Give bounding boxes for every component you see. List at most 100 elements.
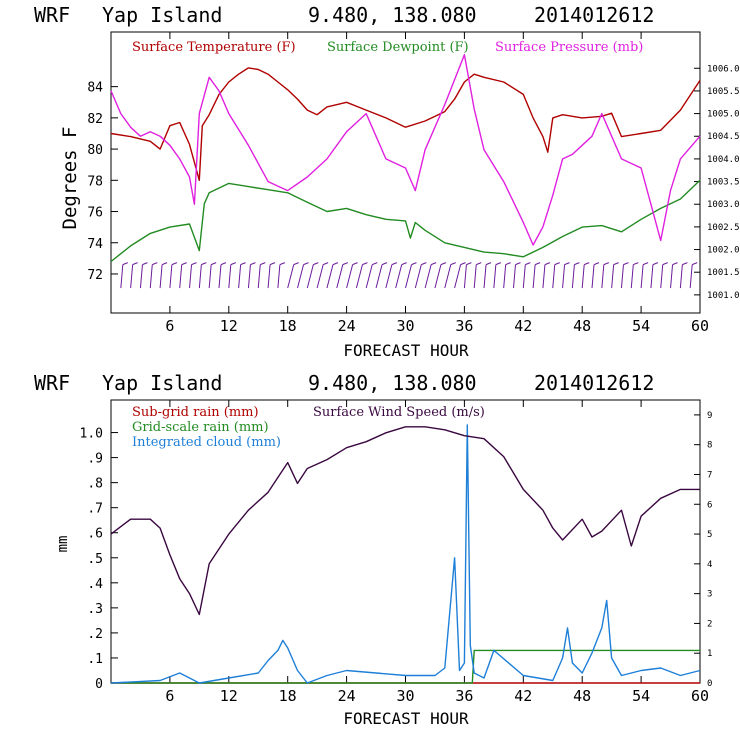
- top-wind-barb-flag-41: [515, 262, 521, 266]
- bottom-y-tick-label-0: 0: [95, 677, 103, 692]
- top-x-tick-label-30: 30: [396, 317, 414, 335]
- bottom-y2-tick-label-6: 6: [707, 500, 712, 510]
- top-wind-barb-flag-48: [584, 262, 590, 266]
- bottom-header-run: 2014012612: [534, 371, 654, 395]
- top-wind-barb-55: [650, 264, 654, 289]
- top-wind-barb-59: [689, 264, 693, 289]
- top-wind-barb-flag-11: [220, 262, 227, 266]
- bottom-y-ticks: 0 .1 .2 .3 .4 .5 .6 .7 .8 .9 1.0: [80, 427, 118, 692]
- top-wind-barb-flag-13: [240, 262, 246, 266]
- top-y2-tick-label-1002.0: 1002.0: [707, 246, 740, 256]
- top-wind-barb-flag-4: [152, 262, 158, 266]
- bottom-header-coords: 9.480, 138.080: [308, 371, 477, 395]
- top-wind-barb-flag-47: [574, 262, 580, 266]
- top-wind-barb-flag-27: [381, 262, 388, 266]
- top-y-tick-label-72: 72: [87, 268, 103, 283]
- bottom-y2-tick-label-0: 0: [707, 679, 712, 689]
- top-wind-barb-flag-35: [460, 262, 466, 266]
- top-x-ticks: 6 12 18 24 30 36 42 48 54 60: [165, 32, 709, 335]
- bottom-y-tick-label-.2: .2: [87, 627, 103, 642]
- top-wind-barb-42: [522, 264, 526, 289]
- top-wind-barb-29: [395, 264, 403, 289]
- top-series-line-3: [110, 54, 701, 246]
- top-header-model: WRF: [34, 3, 70, 27]
- top-wind-barb-flag-38: [485, 262, 492, 266]
- bottom-y-tick-label-.8: .8: [87, 477, 103, 492]
- top-wind-barb-flag-14: [250, 262, 256, 266]
- top-x-tick-label-18: 18: [279, 317, 297, 335]
- top-y-axis-label: Degrees F: [59, 127, 81, 230]
- top-wind-barb-flag-58: [682, 262, 688, 266]
- top-header-run: 2014012612: [534, 3, 654, 27]
- top-wind-barb-50: [601, 264, 605, 289]
- top-wind-barb-flag-24: [352, 262, 358, 266]
- bottom-x-tick-label-60: 60: [691, 687, 709, 705]
- bottom-x-tick-label-24: 24: [338, 687, 356, 705]
- top-wind-barb-flag-52: [623, 262, 629, 266]
- top-y2-tick-label-1005.5: 1005.5: [707, 87, 740, 97]
- top-wind-barb-flag-2: [132, 262, 138, 266]
- top-y-tick-label-74: 74: [87, 237, 103, 252]
- top-y2-tick-label-1001.0: 1001.0: [707, 291, 740, 301]
- top-wind-barb-17: [277, 264, 281, 289]
- bottom-y-tick-label-.3: .3: [87, 602, 103, 617]
- top-wind-barb-13: [238, 264, 242, 289]
- top-y-tick-label-80: 80: [87, 143, 103, 158]
- top-wind-barb-58: [679, 264, 683, 289]
- top-wind-barb-flag-7: [181, 262, 187, 266]
- bottom-y-axis-label: mm: [55, 536, 71, 553]
- top-wind-barb-20: [306, 264, 314, 289]
- top-x-tick-label-12: 12: [220, 317, 238, 335]
- top-wind-barb-4: [149, 264, 153, 289]
- top-x-tick-label-54: 54: [632, 317, 650, 335]
- top-wind-barb-43: [532, 264, 536, 289]
- top-wind-barb-22: [326, 264, 334, 289]
- top-wind-barb-flag-42: [525, 262, 531, 266]
- top-wind-barb-54: [640, 264, 644, 289]
- bottom-series-line-4: [110, 426, 700, 616]
- top-wind-barb-flag-29: [401, 262, 407, 266]
- top-wind-barb-24: [346, 264, 354, 289]
- top-wind-barb-23: [336, 264, 344, 289]
- bottom-legend-subgrid: Sub-grid rain (mm): [132, 405, 259, 420]
- top-y2-tick-label-1006.0: 1006.0: [707, 64, 740, 74]
- bottom-x-tick-label-18: 18: [279, 687, 297, 705]
- bottom-y-tick-label-.7: .7: [87, 502, 103, 517]
- top-wind-barb-flag-26: [372, 262, 378, 266]
- bottom-x-tick-label-48: 48: [573, 687, 591, 705]
- top-x-tick-label-60: 60: [691, 317, 709, 335]
- top-wind-barb-flag-37: [476, 262, 482, 266]
- top-panel: WRF Yap Island 9.480, 138.080 2014012612…: [34, 3, 740, 360]
- top-y2-tick-label-1003.0: 1003.0: [707, 200, 740, 210]
- top-wind-barb-flag-10: [210, 262, 217, 266]
- bottom-x-tick-label-54: 54: [632, 687, 650, 705]
- top-wind-barb-flag-46: [564, 262, 570, 266]
- top-y-tick-label-84: 84: [87, 81, 103, 96]
- top-wind-barb-40: [503, 264, 507, 289]
- top-wind-barb-flag-3: [142, 262, 148, 266]
- top-wind-barb-2: [130, 264, 134, 289]
- top-wind-barb-6: [169, 264, 173, 289]
- bottom-legend-windspeed: Surface Wind Speed (m/s): [313, 405, 485, 420]
- top-wind-barb-flag-50: [603, 262, 610, 266]
- top-wind-barb-49: [591, 264, 595, 289]
- bottom-y2-tick-label-3: 3: [707, 590, 712, 600]
- top-wind-barb-flag-1: [122, 262, 129, 266]
- bottom-header-location: Yap Island: [102, 371, 222, 395]
- top-wind-barb-flag-20: [313, 262, 319, 266]
- bottom-y-tick-label-.9: .9: [87, 452, 103, 467]
- top-x-tick-label-6: 6: [165, 317, 174, 335]
- top-wind-barb-48: [581, 264, 585, 289]
- top-wind-barb-flag-59: [691, 262, 698, 266]
- top-wind-barb-flag-40: [505, 262, 511, 266]
- top-wind-barb-7: [179, 264, 183, 289]
- bottom-y2-tick-label-7: 7: [707, 470, 712, 480]
- top-wind-barb-57: [670, 264, 674, 289]
- top-wind-barb-36: [463, 264, 467, 289]
- top-wind-barb-flag-44: [544, 262, 551, 266]
- top-wind-barb-flag-49: [593, 262, 600, 266]
- top-header-location: Yap Island: [102, 3, 222, 27]
- top-y2-tick-label-1001.5: 1001.5: [707, 268, 740, 278]
- top-wind-barb-5: [159, 264, 163, 289]
- top-wind-barb-3: [139, 264, 143, 289]
